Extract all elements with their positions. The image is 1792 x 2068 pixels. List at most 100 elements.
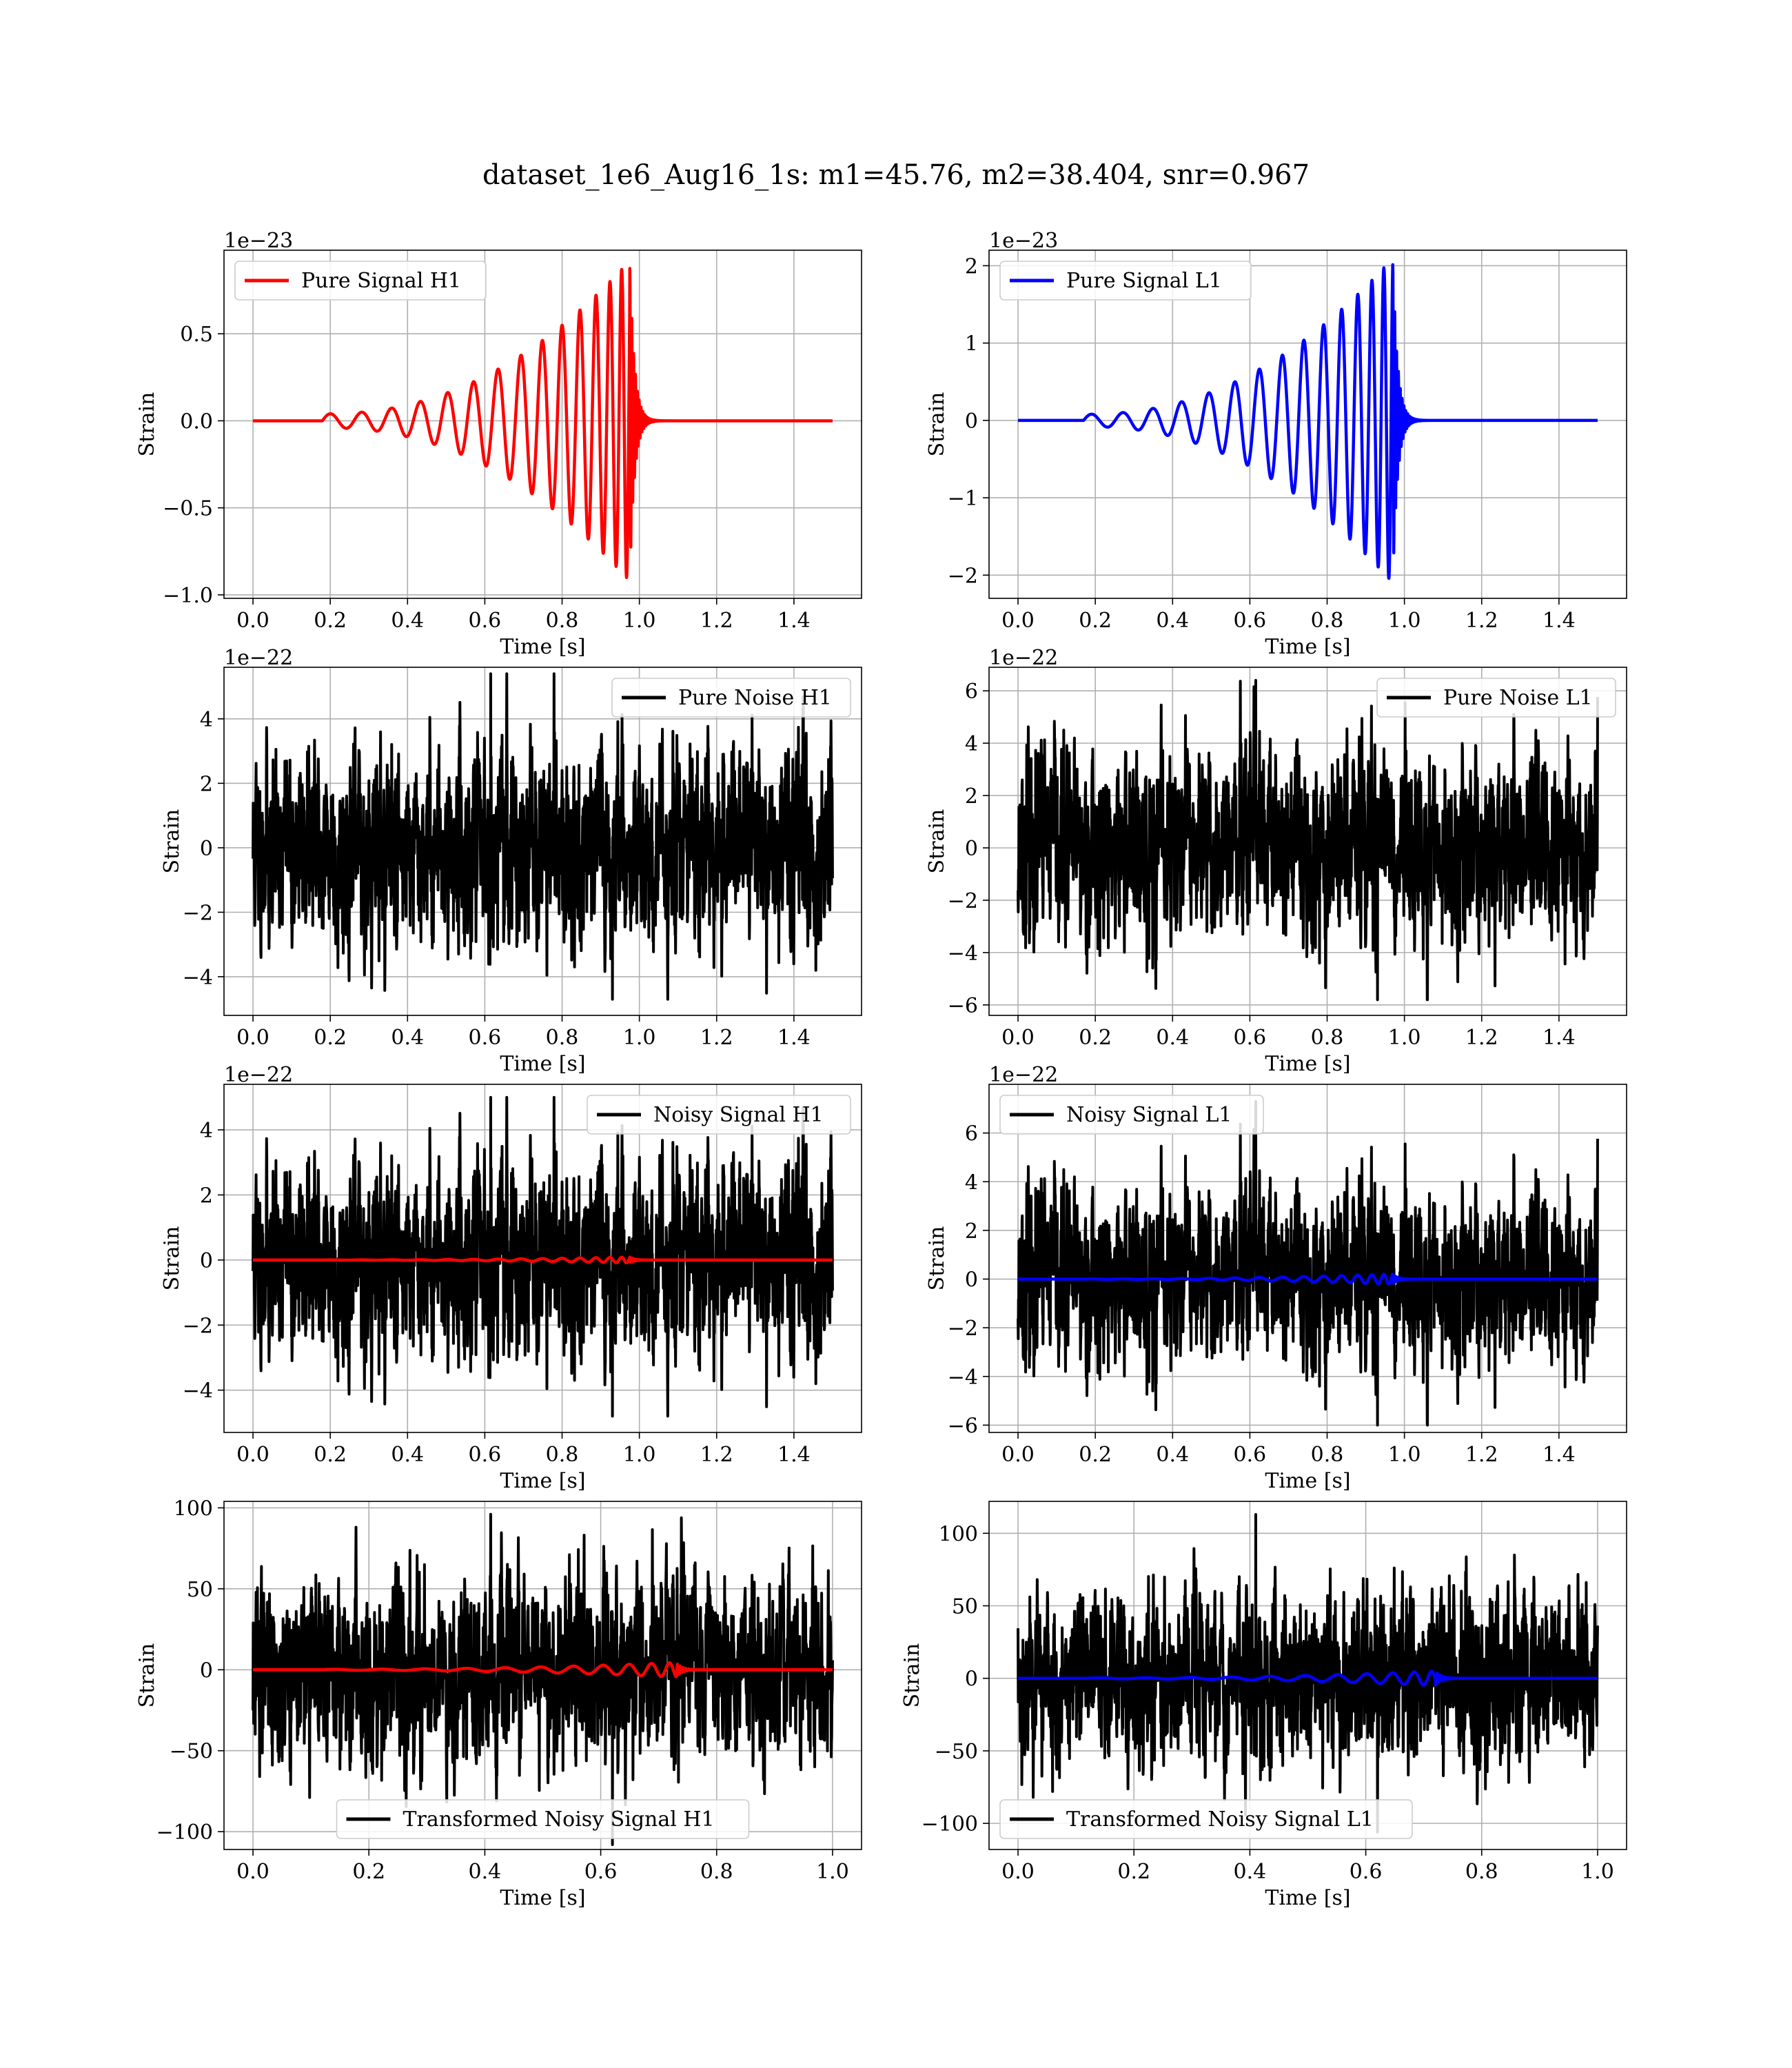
series-group [1017, 263, 1599, 580]
series-line-noisy-signal-l1 [1017, 1099, 1599, 1427]
x-tick-label: 0.4 [1156, 609, 1189, 633]
y-axis-label: Strain [925, 1226, 949, 1291]
legend-label: Pure Signal L1 [1066, 269, 1222, 293]
x-tick-label: 0.2 [352, 1860, 385, 1884]
x-tick-label: 0.2 [314, 1026, 347, 1050]
x-tick-label: 1.4 [777, 1026, 811, 1050]
series-group [252, 1512, 834, 1846]
x-tick-label: 1.2 [1465, 1443, 1498, 1467]
y-axis-label: Strain [925, 809, 949, 874]
legend-label: Noisy Signal H1 [653, 1103, 824, 1127]
y-tick-label: −1.0 [163, 584, 213, 608]
y-tick-label: 0 [200, 1659, 213, 1683]
x-tick-label: 0.6 [1234, 609, 1267, 633]
x-tick-label: 0.6 [1234, 1443, 1267, 1467]
axes-frame [223, 1084, 862, 1433]
x-tick-label: 0.8 [700, 1860, 733, 1884]
axis-offset-label: 1e−22 [224, 1063, 293, 1087]
y-tick-label: 2 [965, 1219, 978, 1244]
series-line-signal-overlay [252, 1661, 834, 1679]
y-axis-label: Strain [160, 1226, 184, 1291]
x-tick-label: 0.0 [236, 1026, 269, 1050]
x-tick-label: 1.2 [700, 1443, 733, 1467]
x-tick-label: 1.0 [1581, 1860, 1614, 1884]
x-axis-label: Time [s] [500, 635, 585, 659]
axes-frame [988, 1084, 1627, 1433]
x-axis-label: Time [s] [500, 1052, 585, 1076]
legend: Noisy Signal L1 [999, 1095, 1264, 1135]
y-tick-label: 2 [200, 772, 213, 796]
y-tick-label: 0 [200, 837, 213, 861]
y-tick-label: −100 [922, 1812, 978, 1836]
axes-frame [988, 1501, 1627, 1850]
x-tick-label: 0.0 [236, 1860, 269, 1884]
y-tick-label: 4 [965, 1170, 978, 1195]
x-tick-label: 1.0 [1388, 1026, 1421, 1050]
series-line-signal-overlay [1017, 1670, 1599, 1687]
chart-panel-pure-signal-l1: 0.0 0.2 0.4 0.6 0.8 1.0 1.2 1.4 −2 −1 0 1 2 Time [s] S… [925, 229, 1627, 659]
x-tick-label: 0.6 [469, 1443, 502, 1467]
y-tick-label: 0 [965, 837, 978, 861]
x-tick-label: 0.2 [1117, 1860, 1150, 1884]
x-tick-label: 0.4 [1156, 1443, 1189, 1467]
legend: Pure Signal H1 [234, 261, 487, 301]
y-tick-label: 2 [965, 784, 978, 809]
series-group [1017, 678, 1599, 1002]
y-tick-label: 0 [965, 1667, 978, 1692]
axis-offset-label: 1e−23 [989, 229, 1058, 253]
legend-box [999, 1799, 1413, 1839]
x-tick-label: 1.4 [1542, 1026, 1576, 1050]
series-group [1017, 1512, 1599, 1834]
series-line-transformed-noisy-signal-h1 [252, 1512, 834, 1846]
legend-box [336, 1799, 750, 1839]
x-tick-label: 0.4 [469, 1860, 502, 1884]
y-tick-label: −0.5 [163, 497, 213, 521]
y-tick-label: −6 [948, 994, 978, 1018]
x-tick-label: 1.4 [777, 609, 811, 633]
chart-panel-pure-noise-h1: 0.0 0.2 0.4 0.6 0.8 1.0 1.2 1.4 −4 −2 0 2 4 Time [s] S… [160, 646, 862, 1076]
x-axis-label: Time [s] [500, 1469, 585, 1493]
y-tick-label: −2 [183, 1314, 213, 1338]
chart-panel-noisy-signal-h1: 0.0 0.2 0.4 0.6 0.8 1.0 1.2 1.4 −4 −2 0 2 4 Time [s] S… [160, 1063, 862, 1493]
y-axis-label: Strain [160, 809, 184, 874]
y-tick-label: 4 [965, 732, 978, 756]
x-tick-label: 1.2 [1465, 1026, 1498, 1050]
x-tick-label: 0.2 [314, 609, 347, 633]
y-tick-label: 0 [965, 409, 978, 434]
x-tick-label: 0.4 [1234, 1860, 1267, 1884]
chart-panel-transformed-noisy-signal-l1: 0.0 0.2 0.4 0.6 0.8 1.0 −100 −50 0 50 100 Time [s] S… [900, 1501, 1627, 1910]
x-tick-label: 0.6 [584, 1860, 618, 1884]
y-tick-label: −2 [948, 889, 978, 913]
series-line-pure-noise-l1 [1017, 678, 1599, 1002]
x-tick-label: 0.2 [1079, 609, 1112, 633]
x-tick-label: 0.8 [546, 609, 579, 633]
y-tick-label: 0.5 [180, 323, 213, 347]
y-tick-label: 0 [965, 1268, 978, 1292]
y-tick-label: 100 [174, 1497, 213, 1521]
x-tick-label: 0.6 [469, 609, 502, 633]
x-axis-label: Time [s] [1265, 1052, 1350, 1076]
legend: Pure Signal L1 [999, 261, 1252, 301]
y-tick-label: −2 [183, 901, 213, 925]
series-group [252, 267, 834, 579]
legend-box [611, 678, 851, 718]
y-axis-label: Strain [900, 1643, 924, 1708]
axes-frame [223, 250, 862, 599]
chart-panel-transformed-noisy-signal-h1: 0.0 0.2 0.4 0.6 0.8 1.0 −100 −50 0 50 100 Time [s] S… [135, 1497, 862, 1910]
legend-label: Noisy Signal L1 [1066, 1103, 1232, 1127]
x-tick-label: 0.8 [1311, 1443, 1344, 1467]
y-tick-label: 100 [939, 1522, 978, 1546]
x-axis-label: Time [s] [500, 1886, 585, 1910]
chart-panel-pure-noise-l1: 0.0 0.2 0.4 0.6 0.8 1.0 1.2 1.4 −6 −4 −2 0 2 4 6 Time [… [925, 646, 1627, 1076]
legend-box [587, 1095, 851, 1135]
series-line-pure-signal-h1 [252, 267, 834, 579]
y-tick-label: −1 [948, 487, 978, 511]
series-group [1017, 1099, 1599, 1427]
series-group [252, 1095, 834, 1418]
x-tick-label: 1.2 [700, 609, 733, 633]
legend-box [1376, 678, 1616, 718]
x-tick-label: 0.0 [1001, 1026, 1035, 1050]
x-tick-label: 0.0 [236, 1443, 269, 1467]
chart-panel-noisy-signal-l1: 0.0 0.2 0.4 0.6 0.8 1.0 1.2 1.4 −6 −4 −2 0 2 4 6 Time [… [925, 1063, 1627, 1493]
